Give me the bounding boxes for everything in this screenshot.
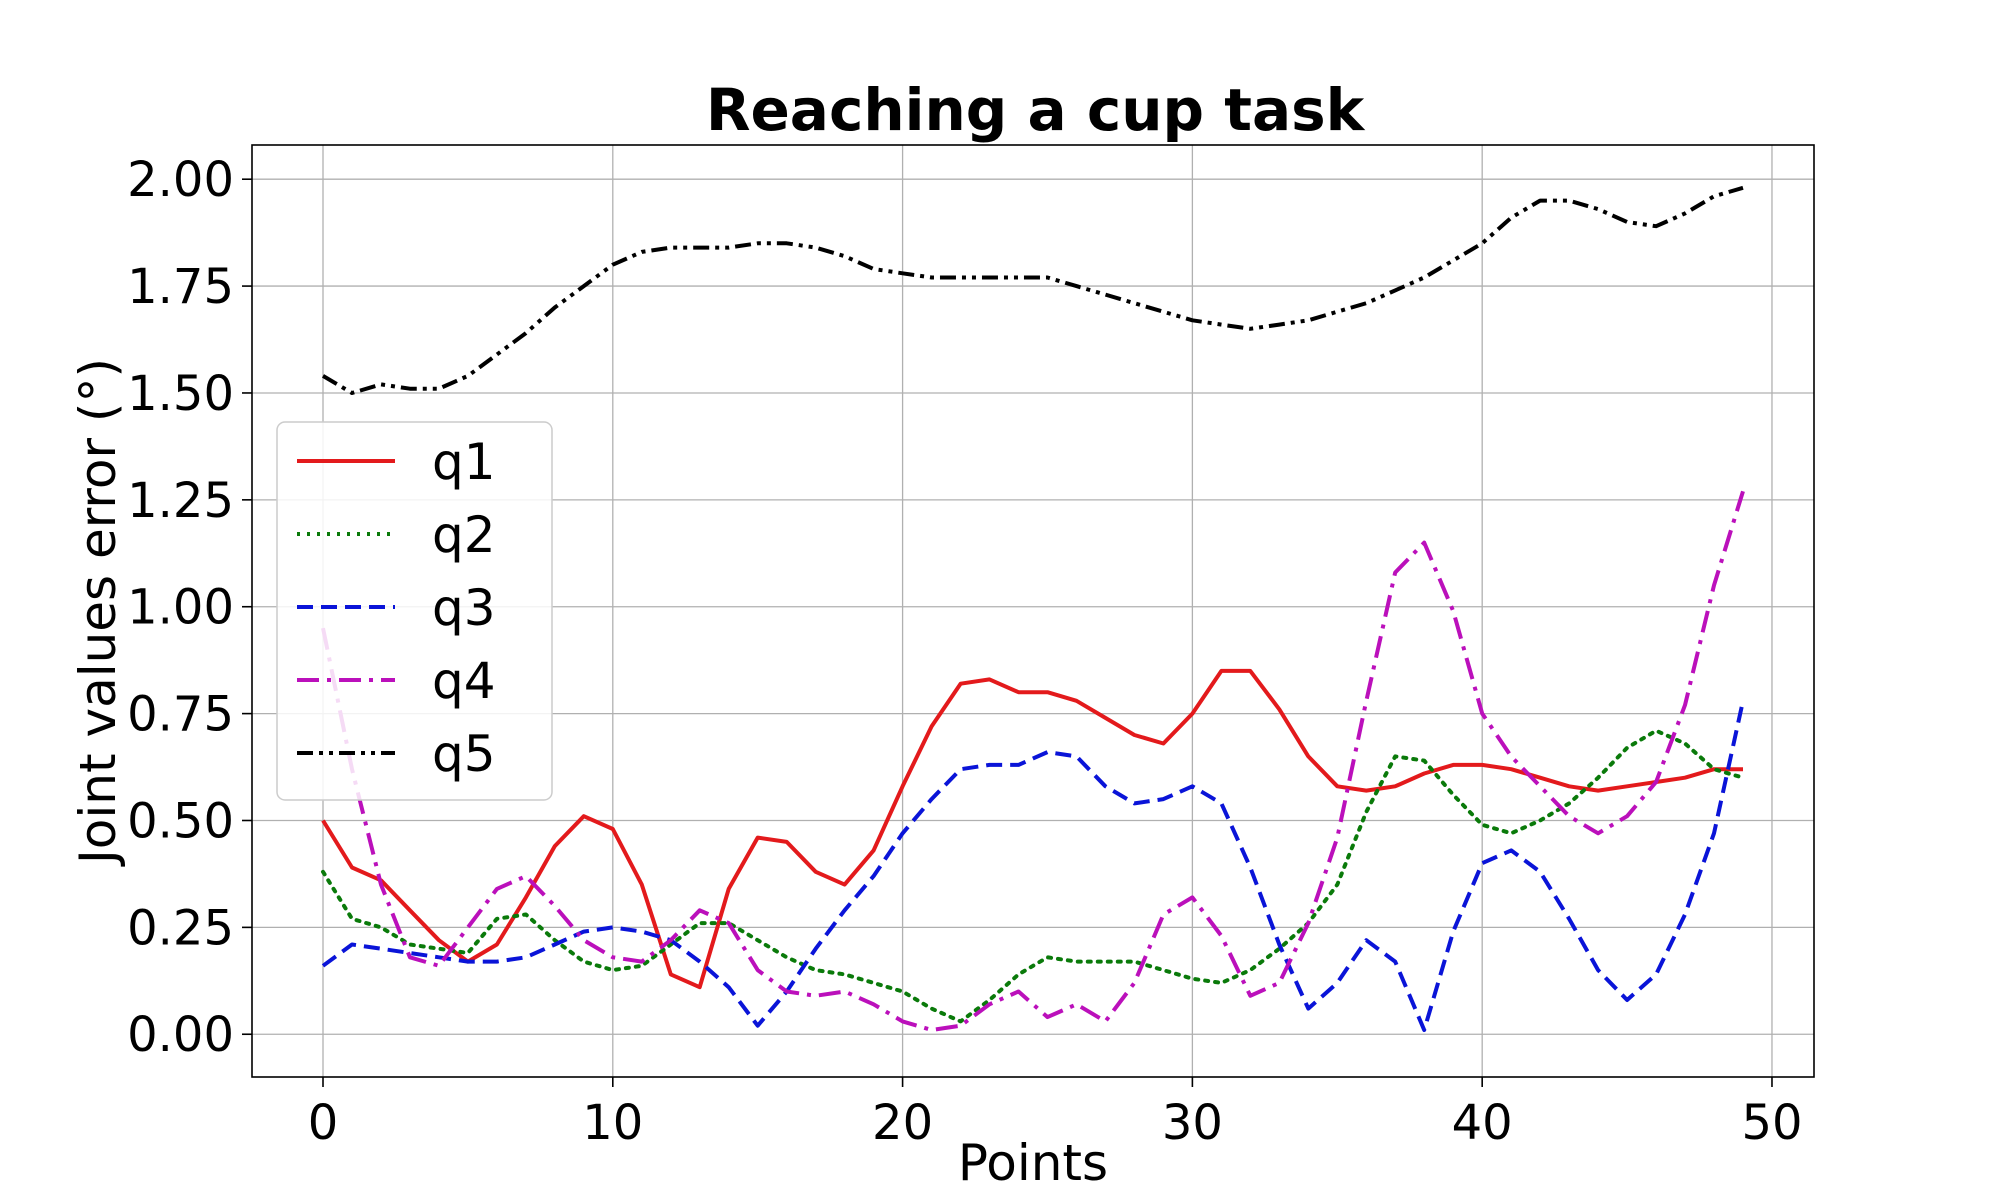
series-line-q5 (321, 185, 1744, 395)
x-tick-label-2: 20 (872, 1095, 933, 1151)
y-axis-label: Joint values error (°) (69, 358, 127, 867)
y-tick-label-6: 1.50 (127, 366, 234, 422)
series-layer (321, 185, 1745, 1032)
y-tick-label-8: 2.00 (127, 152, 234, 208)
series-line-q4 (321, 490, 1745, 1032)
y-axis-ticks: 0.00 0.25 0.50 0.75 1.00 1.25 1.50 1.75 2.00 (127, 152, 252, 1063)
legend-label-q1: q1 (432, 433, 496, 491)
legend: q1 q2 q3 q4 q5 (276, 421, 553, 801)
chart-title: Reaching a cup task (706, 76, 1366, 144)
y-tick-label-1: 0.25 (127, 900, 234, 956)
x-axis-label: Points (958, 1134, 1108, 1192)
y-tick-label-7: 1.75 (127, 259, 234, 315)
legend-label-q4: q4 (432, 652, 496, 710)
legend-frame (276, 421, 553, 801)
series-line-q1 (321, 668, 1743, 990)
plot-frame (251, 144, 1815, 1078)
y-tick-label-5: 1.25 (127, 473, 234, 529)
x-tick-label-4: 40 (1452, 1095, 1513, 1151)
x-axis-ticks: 0 10 20 30 40 50 (308, 1077, 1803, 1151)
y-tick-label-3: 0.75 (127, 687, 234, 743)
legend-label-q2: q2 (432, 506, 496, 564)
x-tick-label-0: 0 (308, 1095, 339, 1151)
x-tick-label-5: 50 (1741, 1095, 1802, 1151)
legend-label-q5: q5 (432, 725, 496, 783)
y-tick-label-0: 0.00 (127, 1007, 234, 1063)
y-tick-label-2: 0.50 (127, 793, 234, 849)
series-line-q2 (321, 728, 1745, 1024)
series-line-q3 (321, 700, 1745, 1032)
y-tick-label-4: 1.00 (127, 580, 234, 636)
x-tick-label-1: 10 (582, 1095, 643, 1151)
legend-label-q3: q3 (432, 579, 496, 637)
x-tick-label-3: 30 (1162, 1095, 1223, 1151)
